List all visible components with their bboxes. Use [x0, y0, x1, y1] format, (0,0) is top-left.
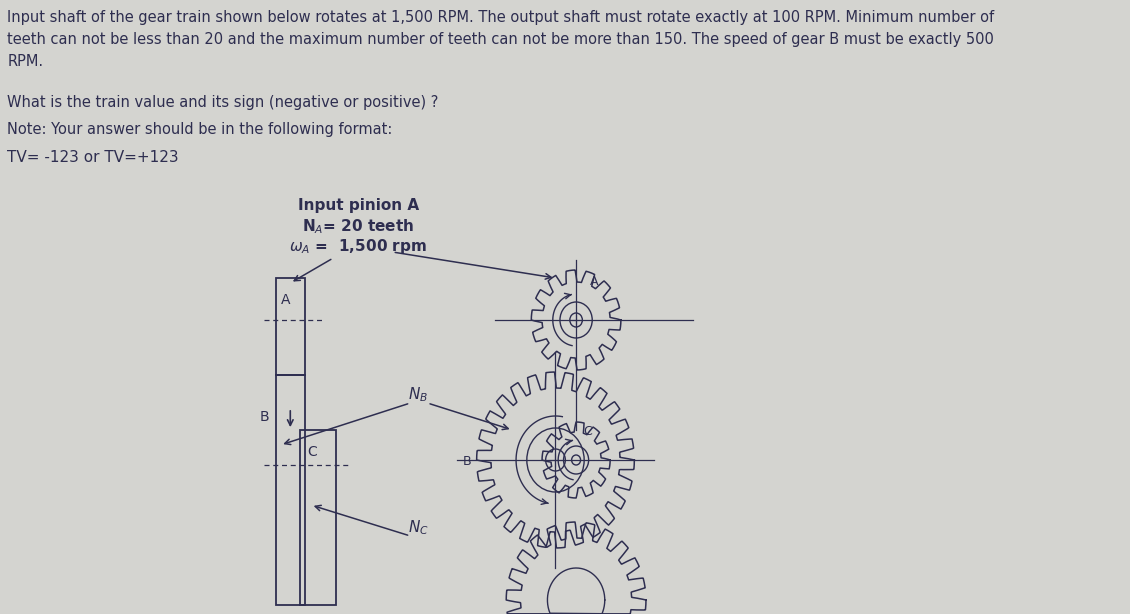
Bar [301, 430, 336, 605]
Text: TV= -123 or TV=+123: TV= -123 or TV=+123 [7, 150, 179, 165]
Text: Note: Your answer should be in the following format:: Note: Your answer should be in the follo… [7, 122, 392, 137]
Text: C: C [583, 425, 592, 438]
Text: $\omega$$_A$ =  1,500 rpm: $\omega$$_A$ = 1,500 rpm [289, 237, 427, 256]
Text: A: A [280, 293, 290, 307]
Text: N$_B$: N$_B$ [408, 385, 428, 403]
Text: B: B [260, 410, 269, 424]
Text: What is the train value and its sign (negative or positive) ?: What is the train value and its sign (ne… [7, 95, 438, 110]
Text: A: A [590, 275, 598, 288]
Text: B: B [463, 455, 472, 468]
Text: N$_C$: N$_C$ [408, 518, 428, 537]
Text: Input pinion A: Input pinion A [298, 198, 419, 213]
Bar [276, 375, 305, 605]
Text: N$_A$= 20 teeth: N$_A$= 20 teeth [303, 217, 415, 236]
Text: C: C [307, 445, 318, 459]
Bar [276, 278, 305, 375]
Text: Input shaft of the gear train shown below rotates at 1,500 RPM. The output shaft: Input shaft of the gear train shown belo… [7, 10, 994, 69]
